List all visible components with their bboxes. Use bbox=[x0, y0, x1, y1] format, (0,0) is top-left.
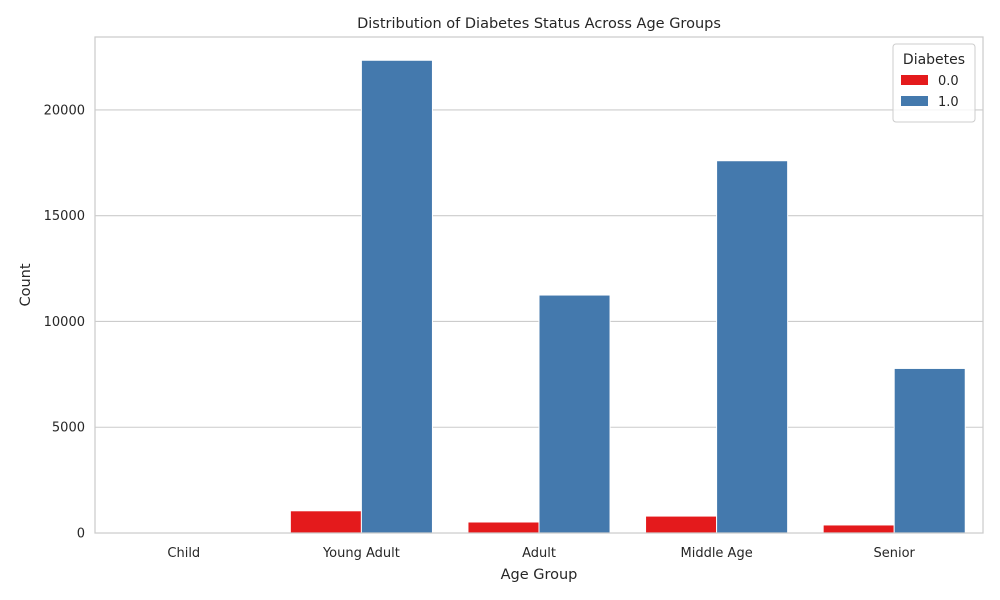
legend-title: Diabetes bbox=[903, 52, 965, 68]
bar-0-0-middle-age bbox=[645, 515, 718, 534]
bar-1-0-adult bbox=[538, 294, 611, 534]
y-tick-label: 15000 bbox=[44, 209, 85, 224]
legend-label: 0.0 bbox=[938, 74, 959, 89]
bar-0-0-senior bbox=[822, 524, 895, 534]
bar-0-0-adult bbox=[467, 521, 540, 534]
x-tick-label: Middle Age bbox=[680, 546, 752, 561]
legend: Diabetes 0.01.0 bbox=[892, 43, 976, 123]
bar-1-0-middle-age bbox=[716, 160, 789, 534]
y-tick-label: 20000 bbox=[44, 103, 85, 118]
bars bbox=[289, 59, 966, 534]
legend-label: 1.0 bbox=[938, 95, 959, 110]
plot-frame bbox=[94, 36, 984, 534]
y-axis-title: Count bbox=[18, 263, 34, 306]
y-tick-labels: 0 5000 10000 15000 20000 bbox=[44, 103, 85, 541]
x-tick-label: Young Adult bbox=[322, 546, 400, 561]
x-axis-title: Age Group bbox=[501, 567, 578, 583]
bar-1-0-senior bbox=[893, 367, 966, 534]
y-tick-label: 5000 bbox=[52, 421, 85, 436]
chart-title: Distribution of Diabetes Status Across A… bbox=[357, 16, 721, 32]
legend-swatch bbox=[901, 75, 928, 85]
y-tick-label: 0 bbox=[77, 527, 85, 542]
bar-0-0-young-adult bbox=[289, 510, 362, 534]
x-tick-label: Adult bbox=[522, 546, 556, 561]
bar-1-0-young-adult bbox=[360, 59, 433, 534]
legend-items: 0.01.0 bbox=[901, 74, 959, 110]
x-tick-label: Child bbox=[167, 546, 200, 561]
legend-swatch bbox=[901, 96, 928, 106]
y-tick-label: 10000 bbox=[44, 315, 85, 330]
x-tick-label: Senior bbox=[873, 546, 915, 561]
x-tick-labels: Child Young Adult Adult Middle Age Senior bbox=[167, 546, 915, 561]
